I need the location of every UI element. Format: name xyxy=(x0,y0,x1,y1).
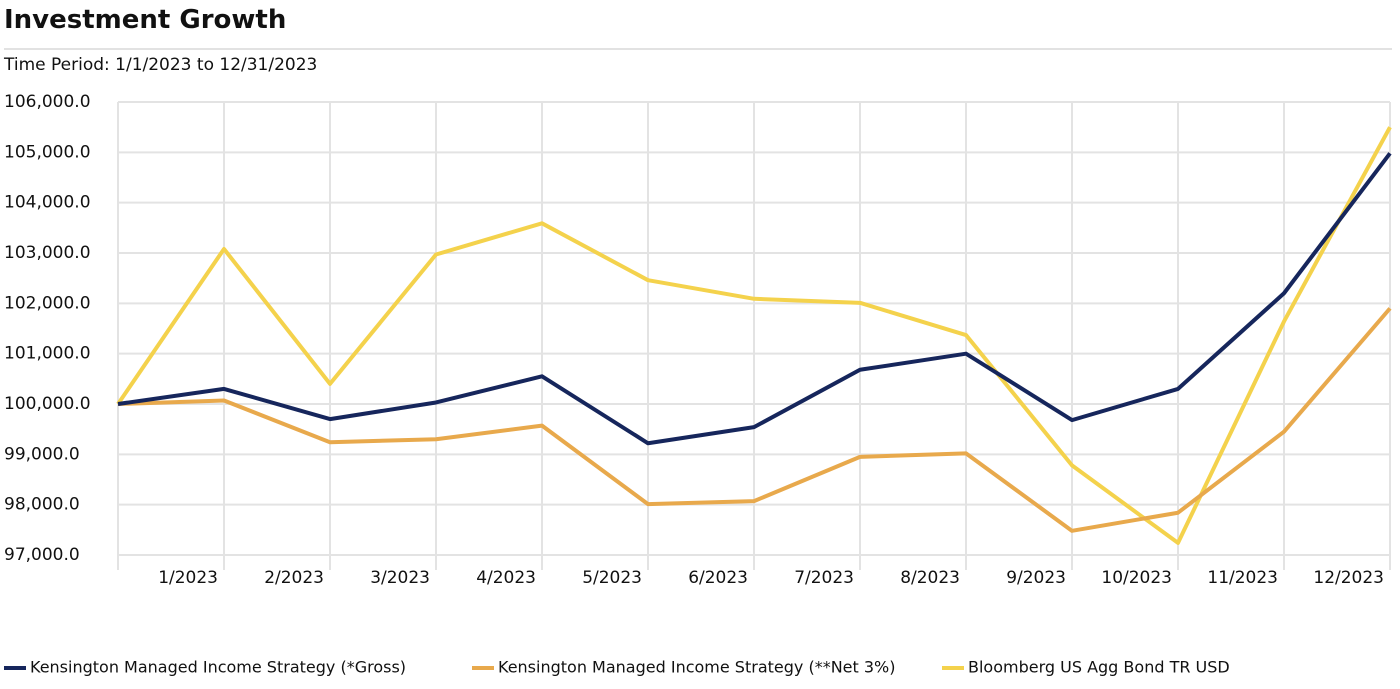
x-tick-label: 12/2023 xyxy=(1313,568,1384,588)
y-tick-label: 101,000.0 xyxy=(4,344,91,364)
legend-label: Kensington Managed Income Strategy (*Gro… xyxy=(30,658,406,677)
x-tick-label: 10/2023 xyxy=(1101,568,1172,588)
y-tick-label: 103,000.0 xyxy=(4,243,91,263)
y-tick-label: 97,000.0 xyxy=(4,545,80,565)
legend-label: Bloomberg US Agg Bond TR USD xyxy=(968,658,1230,677)
series-line xyxy=(116,126,1392,545)
y-tick-label: 102,000.0 xyxy=(4,293,91,313)
x-tick-label: 1/2023 xyxy=(158,568,218,588)
chart-title: Investment Growth xyxy=(4,5,286,35)
x-tick-label: 6/2023 xyxy=(688,568,748,588)
x-tick-label: 4/2023 xyxy=(476,568,536,588)
series-line xyxy=(117,152,1392,446)
x-tick-label: 7/2023 xyxy=(794,568,854,588)
x-tick-label: 3/2023 xyxy=(370,568,430,588)
legend-label: Kensington Managed Income Strategy (**Ne… xyxy=(498,658,895,677)
y-tick-label: 105,000.0 xyxy=(4,142,91,162)
y-tick-label: 98,000.0 xyxy=(4,495,80,515)
y-tick-label: 100,000.0 xyxy=(4,394,91,414)
y-tick-label: 99,000.0 xyxy=(4,444,80,464)
chart-subtitle: Time Period: 1/1/2023 to 12/31/2023 xyxy=(3,55,317,75)
x-tick-label: 9/2023 xyxy=(1006,568,1066,588)
x-tick-label: 5/2023 xyxy=(582,568,642,588)
y-tick-label: 106,000.0 xyxy=(4,92,91,112)
x-tick-label: 8/2023 xyxy=(900,568,960,588)
series-line xyxy=(117,307,1392,533)
x-tick-label: 11/2023 xyxy=(1207,568,1278,588)
y-tick-label: 104,000.0 xyxy=(4,193,91,213)
x-tick-label: 2/2023 xyxy=(264,568,324,588)
